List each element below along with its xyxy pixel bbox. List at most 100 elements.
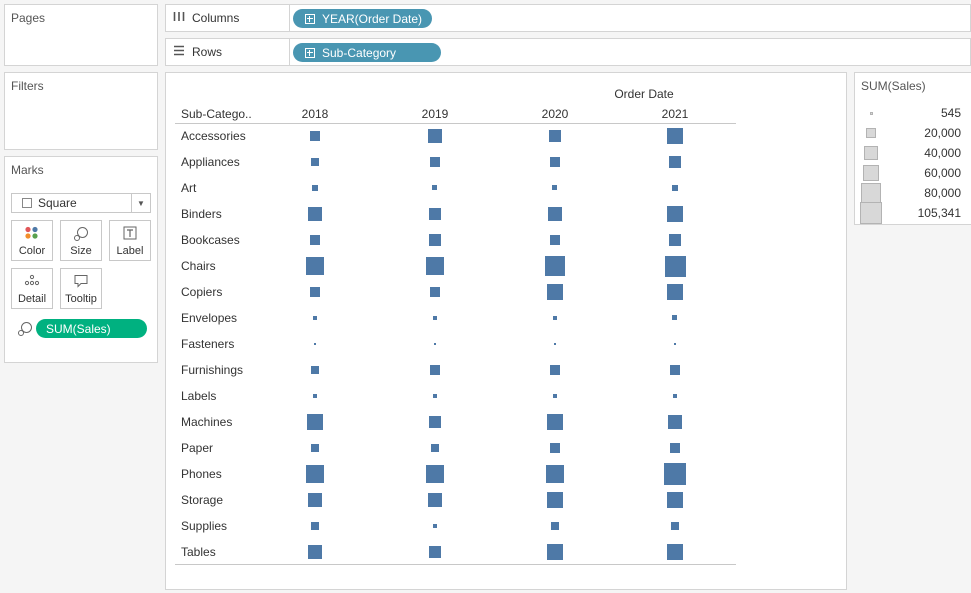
mark-supplies-2018[interactable] xyxy=(311,522,319,530)
year-header-2018[interactable]: 2018 xyxy=(301,107,329,121)
mark-tables-2021[interactable] xyxy=(667,544,683,560)
mark-furnishings-2020[interactable] xyxy=(550,365,560,375)
mark-labels-2019[interactable] xyxy=(433,394,437,398)
row-label-labels[interactable]: Labels xyxy=(181,389,217,403)
mark-storage-2018[interactable] xyxy=(307,492,323,508)
mark-art-2019[interactable] xyxy=(432,185,438,191)
row-label-storage[interactable]: Storage xyxy=(181,493,224,507)
size-legend[interactable]: SUM(Sales) 545 20,000 40,000 60,000 80,000 10… xyxy=(854,72,971,225)
mark-tables-2018[interactable] xyxy=(308,545,322,559)
mark-chairs-2021[interactable] xyxy=(664,255,686,277)
mark-storage-2019[interactable] xyxy=(428,493,442,507)
year-header-2020[interactable]: 2020 xyxy=(541,107,569,121)
mark-fasteners-2021[interactable] xyxy=(674,343,676,345)
view-canvas[interactable]: Order Date Sub-Catego.. 2018 2019 2020 2021… xyxy=(165,72,847,590)
mark-art-2018[interactable] xyxy=(312,185,318,191)
mark-chairs-2020[interactable] xyxy=(544,255,566,277)
row-label-furnishings[interactable]: Furnishings xyxy=(181,363,244,377)
mark-fasteners-2018[interactable] xyxy=(314,343,316,345)
mark-type-dropdown[interactable]: Square ▼ xyxy=(11,193,151,213)
mark-fasteners-2020[interactable] xyxy=(554,343,556,345)
mark-labels-2020[interactable] xyxy=(553,394,557,398)
row-label-copiers[interactable]: Copiers xyxy=(181,285,223,299)
mark-binders-2019[interactable] xyxy=(428,207,442,221)
mark-supplies-2020[interactable] xyxy=(550,521,560,531)
expand-plus-icon[interactable] xyxy=(305,47,315,58)
row-label-envelopes[interactable]: Envelopes xyxy=(181,311,238,325)
mark-accessories-2021[interactable] xyxy=(667,128,683,144)
filters-card[interactable]: Filters xyxy=(4,72,158,150)
mark-furnishings-2021[interactable] xyxy=(669,364,681,376)
mark-envelopes-2021[interactable] xyxy=(672,315,678,321)
row-label-accessories[interactable]: Accessories xyxy=(181,129,246,143)
mark-bookcases-2021[interactable] xyxy=(669,234,681,246)
mark-art-2021[interactable] xyxy=(672,185,678,191)
mark-copiers-2019[interactable] xyxy=(429,286,441,298)
row-label-phones[interactable]: Phones xyxy=(181,467,222,481)
sum-sales-pill[interactable]: SUM(Sales) xyxy=(36,319,147,338)
expand-plus-icon[interactable] xyxy=(305,13,315,24)
mark-bookcases-2018[interactable] xyxy=(310,235,320,245)
row-label-chairs[interactable]: Chairs xyxy=(181,259,216,273)
row-label-paper[interactable]: Paper xyxy=(181,441,214,455)
row-header-label[interactable]: Sub-Catego.. xyxy=(181,107,252,121)
legend-item[interactable]: 80,000 xyxy=(855,183,971,203)
mark-tables-2020[interactable] xyxy=(547,544,563,560)
detail-button[interactable]: Detail xyxy=(11,268,53,309)
mark-storage-2020[interactable] xyxy=(547,492,563,508)
color-button[interactable]: Color xyxy=(11,220,53,261)
row-label-binders[interactable]: Binders xyxy=(181,207,222,221)
mark-envelopes-2018[interactable] xyxy=(312,315,318,321)
row-label-supplies[interactable]: Supplies xyxy=(181,519,228,533)
sub-category-pill[interactable]: Sub-Category xyxy=(293,43,441,62)
mark-bookcases-2019[interactable] xyxy=(428,233,442,247)
row-label-appliances[interactable]: Appliances xyxy=(181,155,240,169)
mark-labels-2018[interactable] xyxy=(313,394,317,398)
rows-shelf[interactable]: Rows Sub-Category xyxy=(165,38,971,66)
mark-supplies-2019[interactable] xyxy=(433,524,437,528)
mark-copiers-2020[interactable] xyxy=(547,284,563,300)
mark-envelopes-2019[interactable] xyxy=(432,315,438,321)
mark-appliances-2018[interactable] xyxy=(311,158,319,166)
mark-supplies-2021[interactable] xyxy=(670,521,680,531)
mark-chairs-2018[interactable] xyxy=(306,257,324,275)
mark-appliances-2019[interactable] xyxy=(430,157,440,167)
mark-phones-2019[interactable] xyxy=(426,465,444,483)
row-label-machines[interactable]: Machines xyxy=(181,415,233,429)
label-button[interactable]: Label xyxy=(109,220,151,261)
mark-storage-2021[interactable] xyxy=(667,492,683,508)
chevron-down-icon[interactable]: ▼ xyxy=(131,194,150,212)
mark-chairs-2019[interactable] xyxy=(426,257,444,275)
legend-item[interactable]: 20,000 xyxy=(855,123,971,143)
row-label-art[interactable]: Art xyxy=(181,181,197,195)
mark-machines-2020[interactable] xyxy=(547,414,563,430)
year-header-2021[interactable]: 2021 xyxy=(661,107,689,121)
mark-phones-2018[interactable] xyxy=(306,465,324,483)
mark-fasteners-2019[interactable] xyxy=(434,343,436,345)
mark-machines-2021[interactable] xyxy=(668,415,682,429)
mark-paper-2018[interactable] xyxy=(311,444,319,452)
mark-labels-2021[interactable] xyxy=(673,394,677,398)
row-label-tables[interactable]: Tables xyxy=(181,545,216,559)
mark-copiers-2018[interactable] xyxy=(310,287,320,297)
mark-phones-2020[interactable] xyxy=(545,464,565,484)
legend-item[interactable]: 545 xyxy=(855,103,971,123)
pages-card[interactable]: Pages xyxy=(4,4,158,66)
legend-item[interactable]: 40,000 xyxy=(855,143,971,163)
row-label-fasteners[interactable]: Fasteners xyxy=(181,337,235,351)
mark-art-2020[interactable] xyxy=(552,185,558,191)
mark-accessories-2019[interactable] xyxy=(428,129,442,143)
legend-item[interactable]: 60,000 xyxy=(855,163,971,183)
mark-bookcases-2020[interactable] xyxy=(549,234,561,246)
mark-envelopes-2020[interactable] xyxy=(552,315,558,321)
mark-machines-2019[interactable] xyxy=(429,416,441,428)
mark-furnishings-2019[interactable] xyxy=(430,365,440,375)
mark-phones-2021[interactable] xyxy=(664,463,686,485)
mark-binders-2020[interactable] xyxy=(547,206,563,222)
mark-paper-2020[interactable] xyxy=(550,443,560,453)
mark-paper-2021[interactable] xyxy=(669,442,680,453)
size-button[interactable]: Size xyxy=(60,220,102,261)
legend-item[interactable]: 105,341 xyxy=(855,202,971,224)
mark-tables-2019[interactable] xyxy=(428,545,442,559)
mark-appliances-2020[interactable] xyxy=(549,156,561,168)
